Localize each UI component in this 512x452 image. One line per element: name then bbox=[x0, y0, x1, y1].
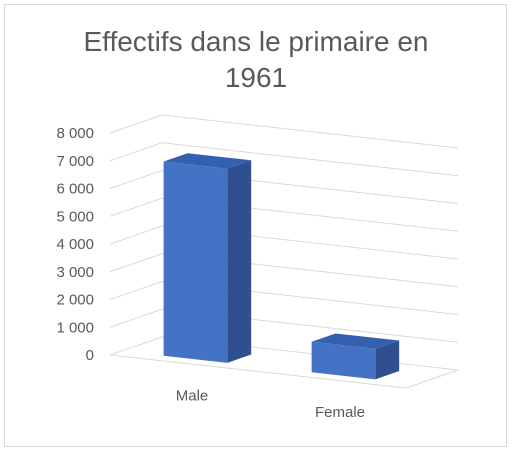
y-axis-tick-labels: 0 1 000 2 000 3 000 4 000 5 000 6 000 7 000 8 00… bbox=[56, 125, 94, 364]
y-tick-label: 5 000 bbox=[56, 208, 94, 225]
bar-side-face bbox=[375, 340, 400, 380]
gridline bbox=[109, 308, 459, 343]
y-tick-label: 4 000 bbox=[56, 236, 94, 253]
floor-edge bbox=[109, 354, 459, 389]
y-tick-label: 6 000 bbox=[56, 181, 94, 198]
y-tick-label: 1 000 bbox=[56, 319, 94, 336]
y-tick-label: 3 000 bbox=[56, 264, 94, 281]
y-tick-label: 7 000 bbox=[56, 153, 94, 170]
gridline bbox=[109, 336, 459, 371]
gridline bbox=[109, 253, 459, 288]
gridline bbox=[109, 142, 459, 177]
gridline bbox=[109, 114, 459, 149]
chart-frame bbox=[4, 4, 507, 447]
gridlines bbox=[109, 114, 459, 389]
bar-top-face bbox=[311, 333, 400, 349]
gridline bbox=[109, 225, 459, 260]
bar-top-face bbox=[163, 153, 252, 169]
bar-side-face bbox=[227, 160, 252, 363]
bar-front-face bbox=[163, 161, 228, 363]
bar-female bbox=[311, 333, 400, 380]
gridline bbox=[109, 197, 459, 232]
y-tick-label: 8 000 bbox=[56, 125, 94, 142]
bars bbox=[163, 153, 400, 380]
gridline bbox=[109, 280, 459, 315]
y-tick-label: 2 000 bbox=[56, 292, 94, 309]
gridline bbox=[109, 169, 459, 204]
x-axis-category-labels: Male Female bbox=[176, 387, 365, 421]
x-category-label: Female bbox=[315, 404, 365, 421]
chart-title: Effectifs dans le primaire en 1961 bbox=[0, 24, 512, 96]
chart-title-line-2: 1961 bbox=[224, 62, 288, 93]
y-tick-label: 0 bbox=[86, 347, 94, 364]
chart-title-line-1: Effectifs dans le primaire en bbox=[83, 26, 429, 57]
bar-front-face bbox=[311, 341, 376, 380]
x-category-label: Male bbox=[176, 387, 209, 404]
bar-male bbox=[163, 153, 252, 363]
